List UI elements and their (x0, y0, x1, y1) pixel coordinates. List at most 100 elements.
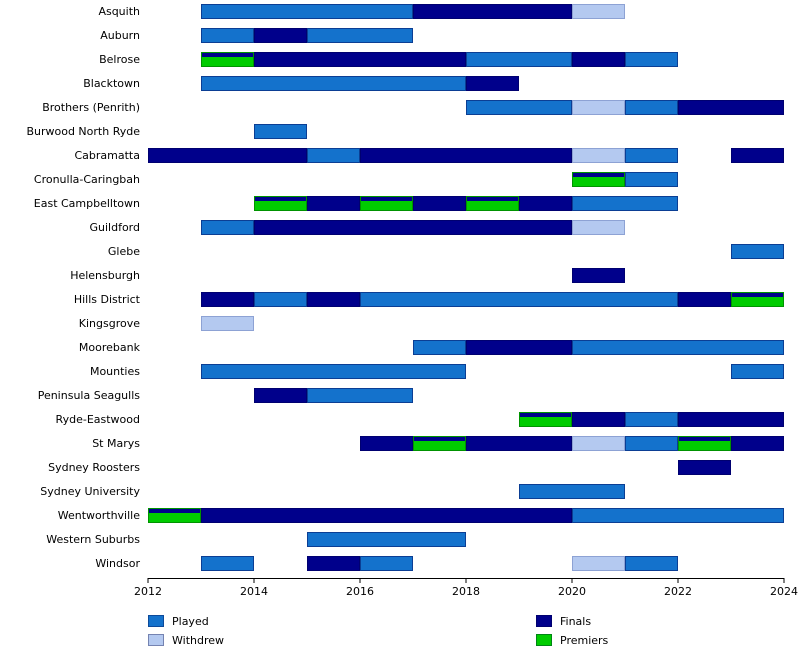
timeline-bar-premiers (360, 196, 413, 211)
x-tick-label: 2018 (452, 585, 480, 598)
legend-item-premiers: Premiers (536, 633, 756, 647)
timeline-bar-finals (572, 412, 625, 427)
x-tick-label: 2024 (770, 585, 798, 598)
timeline-bar-played (625, 172, 678, 187)
timeline-bar-premiers (413, 436, 466, 451)
timeline-bar-premiers (466, 196, 519, 211)
timeline-bar-played (360, 556, 413, 571)
timeline-bar-played (466, 52, 572, 67)
timeline-bar-played (201, 220, 254, 235)
x-tick-label: 2016 (346, 585, 374, 598)
legend-swatch-played (148, 615, 164, 627)
x-tick-label: 2022 (664, 585, 692, 598)
timeline-bar-withdrew (572, 100, 625, 115)
legend-item-finals: Finals (536, 614, 756, 628)
timeline-bar-played (625, 148, 678, 163)
team-label: Guildford (89, 221, 140, 234)
timeline-bar-played (307, 532, 466, 547)
timeline-bar-finals (201, 508, 572, 523)
team-label: Hills District (73, 293, 140, 306)
team-label: Blacktown (83, 77, 140, 90)
timeline-bar-finals (731, 436, 784, 451)
team-label: Asquith (98, 5, 140, 18)
timeline-bar-played (519, 484, 625, 499)
team-label: Mounties (89, 365, 140, 378)
timeline-bar-played (625, 436, 678, 451)
timeline-bar-premiers (254, 196, 307, 211)
team-label: Peninsula Seagulls (37, 389, 140, 402)
timeline-bar-withdrew (572, 220, 625, 235)
timeline-bar-played (307, 388, 413, 403)
team-label: Auburn (100, 29, 140, 42)
finals-strip (732, 293, 783, 297)
timeline-bar-played (201, 4, 413, 19)
legend-column: Played Withdrew (148, 614, 368, 647)
timeline-bar-finals (360, 436, 413, 451)
team-label: Ryde-Eastwood (55, 413, 140, 426)
legend-label-finals: Finals (560, 614, 592, 628)
x-axis-tick (571, 578, 573, 583)
team-label: Sydney University (40, 485, 140, 498)
timeline-bar-premiers (201, 52, 254, 67)
timeline-bar-finals (466, 436, 572, 451)
legend-label-withdrew: Withdrew (172, 633, 225, 647)
team-label: Windsor (95, 557, 140, 570)
timeline-bar-finals (201, 292, 254, 307)
x-axis-tick (465, 578, 467, 583)
timeline-bar-withdrew (572, 148, 625, 163)
timeline-bar-played (572, 196, 678, 211)
x-axis-tick (253, 578, 255, 583)
timeline-bar-withdrew (572, 436, 625, 451)
legend-swatch-withdrew (148, 634, 164, 646)
timeline-bar-played (731, 244, 784, 259)
timeline-bar-played (625, 412, 678, 427)
team-label: Cronulla-Caringbah (33, 173, 140, 186)
finals-strip (361, 197, 412, 201)
x-tick-label: 2014 (240, 585, 268, 598)
timeline-bar-finals (254, 52, 466, 67)
timeline-bar-finals (678, 412, 784, 427)
team-label: Moorebank (78, 341, 140, 354)
timeline-bar-finals (572, 268, 625, 283)
finals-strip (467, 197, 518, 201)
timeline-bar-finals (254, 388, 307, 403)
timeline-bar-played (625, 556, 678, 571)
timeline-bar-premiers (678, 436, 731, 451)
timeline-bar-finals (731, 148, 784, 163)
timeline-bar-finals (413, 4, 572, 19)
team-label: Brothers (Penrith) (42, 101, 140, 114)
timeline-bar-finals (254, 220, 572, 235)
timeline-bar-played (201, 556, 254, 571)
plot-area (148, 0, 784, 579)
finals-strip (573, 173, 624, 177)
timeline-bar-finals (307, 556, 360, 571)
finals-strip (149, 509, 200, 513)
finals-strip (414, 437, 465, 441)
legend-swatch-finals (536, 615, 552, 627)
finals-strip (679, 437, 730, 441)
finals-strip (255, 197, 306, 201)
timeline-bar-finals (148, 148, 307, 163)
timeline-bar-finals (678, 460, 731, 475)
timeline-bar-finals (678, 292, 731, 307)
timeline-bar-finals (360, 148, 572, 163)
timeline-bar-played (466, 100, 572, 115)
team-label: Kingsgrove (78, 317, 140, 330)
timeline-bar-finals (466, 340, 572, 355)
timeline-bar-played (731, 364, 784, 379)
timeline-bar-finals (466, 76, 519, 91)
team-label: Wentworthville (57, 509, 140, 522)
legend-item-withdrew: Withdrew (148, 633, 368, 647)
x-tick-label: 2012 (134, 585, 162, 598)
team-label: Belrose (99, 53, 140, 66)
x-axis-tick (147, 578, 149, 583)
timeline-bar-played (625, 100, 678, 115)
x-axis-tick (783, 578, 785, 583)
team-label: Western Suburbs (46, 533, 140, 546)
timeline-bar-premiers (731, 292, 784, 307)
timeline-bar-premiers (519, 412, 572, 427)
timeline-bar-finals (678, 100, 784, 115)
team-label: Cabramatta (74, 149, 141, 162)
team-label: Sydney Roosters (48, 461, 140, 474)
timeline-bar-withdrew (201, 316, 254, 331)
